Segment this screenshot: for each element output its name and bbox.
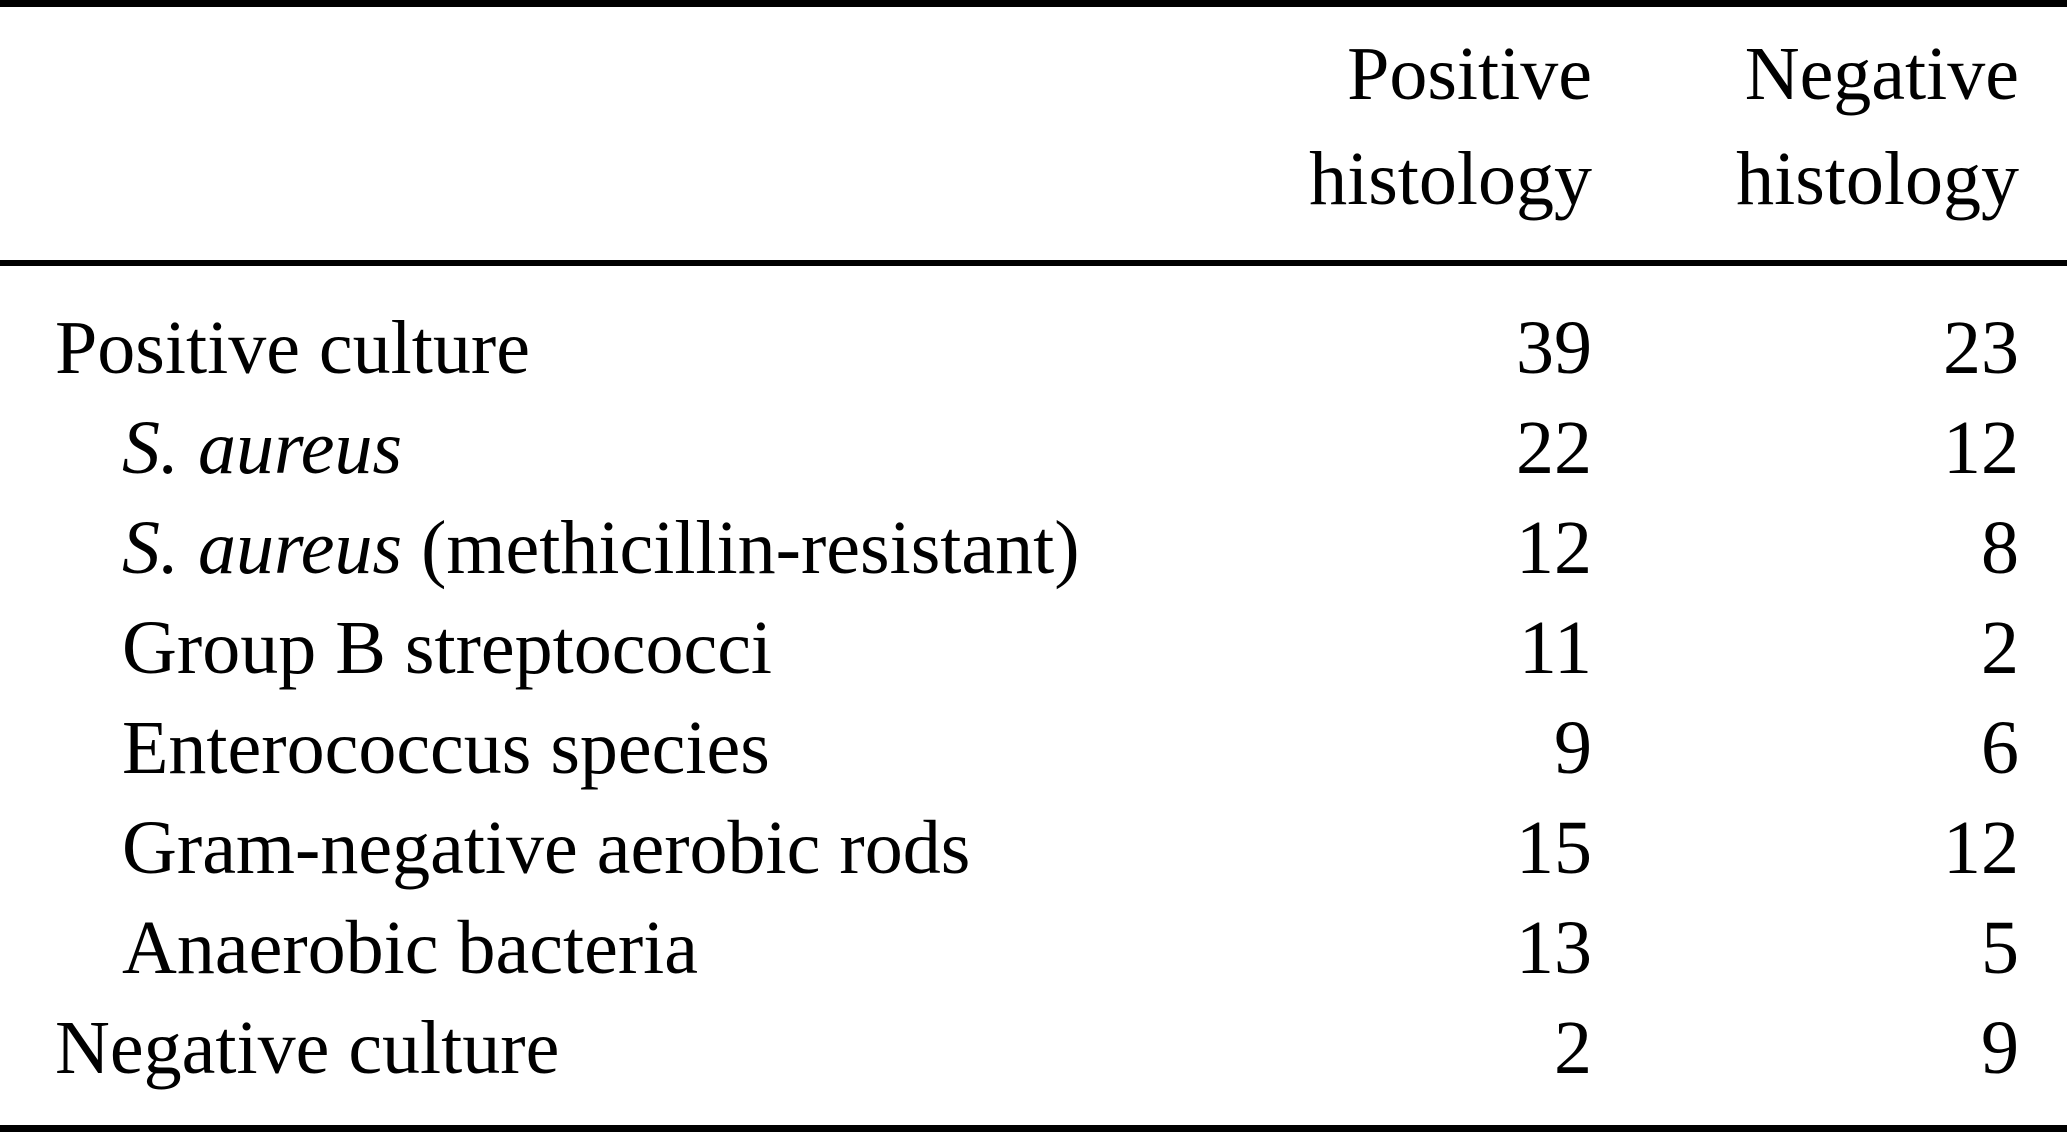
value-positive-histology: 39: [1516, 306, 1592, 390]
table-header: Positive histology Negative histology: [0, 3, 2067, 266]
row-label-cell: S. aureus (methicillin-resistant): [0, 498, 1140, 598]
table-row: Negative culture 2 9: [0, 998, 2067, 1129]
value-negative-histology: 9: [1981, 1006, 2019, 1090]
row-label: Gram-negative aerobic rods: [122, 806, 971, 890]
table-row: Positive culture 39 23: [0, 263, 2067, 398]
value-positive-histology: 13: [1516, 906, 1592, 990]
row-label: Positive culture: [55, 306, 530, 390]
value-negative-histology: 12: [1943, 406, 2019, 490]
table-row: Anaerobic bacteria 13 5: [0, 898, 2067, 998]
row-label: Anaerobic bacteria: [122, 906, 698, 990]
table-row: S. aureus 22 12: [0, 398, 2067, 498]
row-label-cell: S. aureus: [0, 398, 1140, 498]
table-body: Positive culture 39 23 S. aureus 22 12 S…: [0, 263, 2067, 1129]
row-label: Group B streptococci: [122, 606, 773, 690]
row-label-italic: S. aureus: [122, 506, 403, 590]
value-negative-histology: 12: [1943, 806, 2019, 890]
header-row-label-column: [0, 3, 1140, 266]
value-positive-histology: 15: [1516, 806, 1592, 890]
row-label-cell: Positive culture: [0, 263, 1140, 398]
row-label: Negative culture: [55, 1006, 560, 1090]
value-negative-histology: 8: [1981, 506, 2019, 590]
header-row: Positive histology Negative histology: [0, 3, 2067, 266]
row-label-cell: Enterococcus species: [0, 698, 1140, 798]
value-negative-histology: 23: [1943, 306, 2019, 390]
column-header-positive-histology: Positive histology: [1140, 3, 1592, 266]
value-negative-histology: 5: [1981, 906, 2019, 990]
table-row: Group B streptococci 11 2: [0, 598, 2067, 698]
value-negative-histology: 6: [1981, 706, 2019, 790]
column-header-negative-histology: Negative histology: [1592, 3, 2067, 266]
value-positive-histology: 9: [1554, 706, 1592, 790]
row-label-cell: Group B streptococci: [0, 598, 1140, 698]
row-label-cell: Gram-negative aerobic rods: [0, 798, 1140, 898]
table-row: Enterococcus species 9 6: [0, 698, 2067, 798]
row-label-cell: Anaerobic bacteria: [0, 898, 1140, 998]
row-label: (methicillin-resistant): [402, 506, 1080, 590]
value-positive-histology: 22: [1516, 406, 1592, 490]
row-label: Enterococcus species: [122, 706, 770, 790]
value-positive-histology: 11: [1518, 606, 1592, 690]
table-row: Gram-negative aerobic rods 15 12: [0, 798, 2067, 898]
row-label-cell: Negative culture: [0, 998, 1140, 1129]
value-negative-histology: 2: [1981, 606, 2019, 690]
row-label-italic: S. aureus: [122, 406, 403, 490]
table-row: S. aureus (methicillin-resistant) 12 8: [0, 498, 2067, 598]
value-positive-histology: 12: [1516, 506, 1592, 590]
value-positive-histology: 2: [1554, 1006, 1592, 1090]
